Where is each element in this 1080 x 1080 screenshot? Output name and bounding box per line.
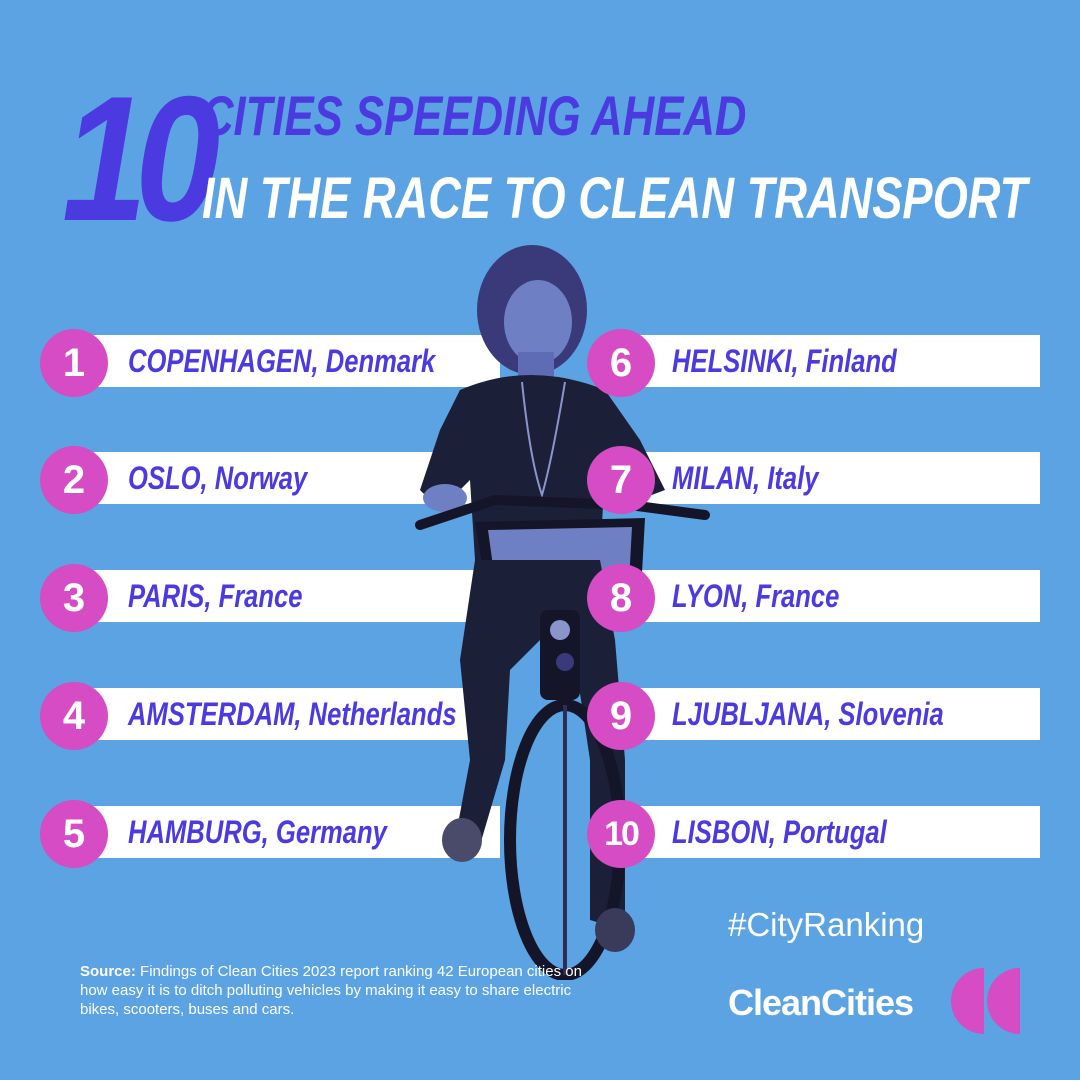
rank-label-4: AMSTERDAM, Netherlands [128, 696, 457, 732]
clean-cities-logo-icon [951, 968, 1020, 1034]
rank-badge-2: 2 [40, 446, 108, 514]
rank-badge-9: 9 [587, 682, 655, 750]
rank-label-2: OSLO, Norway [128, 460, 308, 496]
headline-number: 10 [62, 59, 220, 258]
rank-bar-10 [620, 806, 1040, 858]
rank-bar-4 [70, 688, 500, 740]
rank-badge-5: 5 [40, 800, 108, 868]
rank-label-9: LJUBLJANA, Slovenia [672, 696, 944, 732]
rank-badge-10: 10 [587, 800, 655, 868]
rank-bar-3 [70, 570, 500, 622]
rank-bar-8 [620, 570, 1040, 622]
rank-label-5: HAMBURG, Germany [128, 814, 387, 850]
brand-name: CleanCities [728, 982, 914, 1023]
source-label: Source: [80, 963, 136, 980]
rank-badge-3: 3 [40, 564, 108, 632]
rank-label-1: COPENHAGEN, Denmark [128, 343, 436, 379]
rank-bar-1 [70, 335, 500, 387]
source-note: Source: Findings of Clean Cities 2023 re… [80, 962, 600, 1019]
rank-label-10: LISBON, Portugal [672, 814, 887, 850]
cyclist-photo [415, 245, 710, 980]
rank-bar-6 [620, 335, 1040, 387]
headline-line-1: CITIES SPEEDING AHEAD [202, 84, 747, 147]
rank-bar-5 [70, 806, 500, 858]
headline-line-2: IN THE RACE TO CLEAN TRANSPORT [202, 166, 1028, 231]
rank-label-7: MILAN, Italy [672, 460, 819, 496]
rank-badge-1: 1 [40, 329, 108, 397]
rank-badge-4: 4 [40, 682, 108, 750]
rank-label-8: LYON, France [672, 578, 840, 614]
rank-badge-7: 7 [587, 446, 655, 514]
source-text: Findings of Clean Cities 2023 report ran… [80, 963, 582, 1018]
rank-badge-8: 8 [587, 564, 655, 632]
hashtag: #CityRanking [728, 906, 925, 943]
rank-bar-9 [620, 688, 1040, 740]
rank-bar-7 [620, 452, 1040, 504]
rank-label-3: PARIS, France [128, 578, 303, 614]
rank-badge-6: 6 [587, 329, 655, 397]
rank-label-6: HELSINKI, Finland [672, 343, 897, 379]
